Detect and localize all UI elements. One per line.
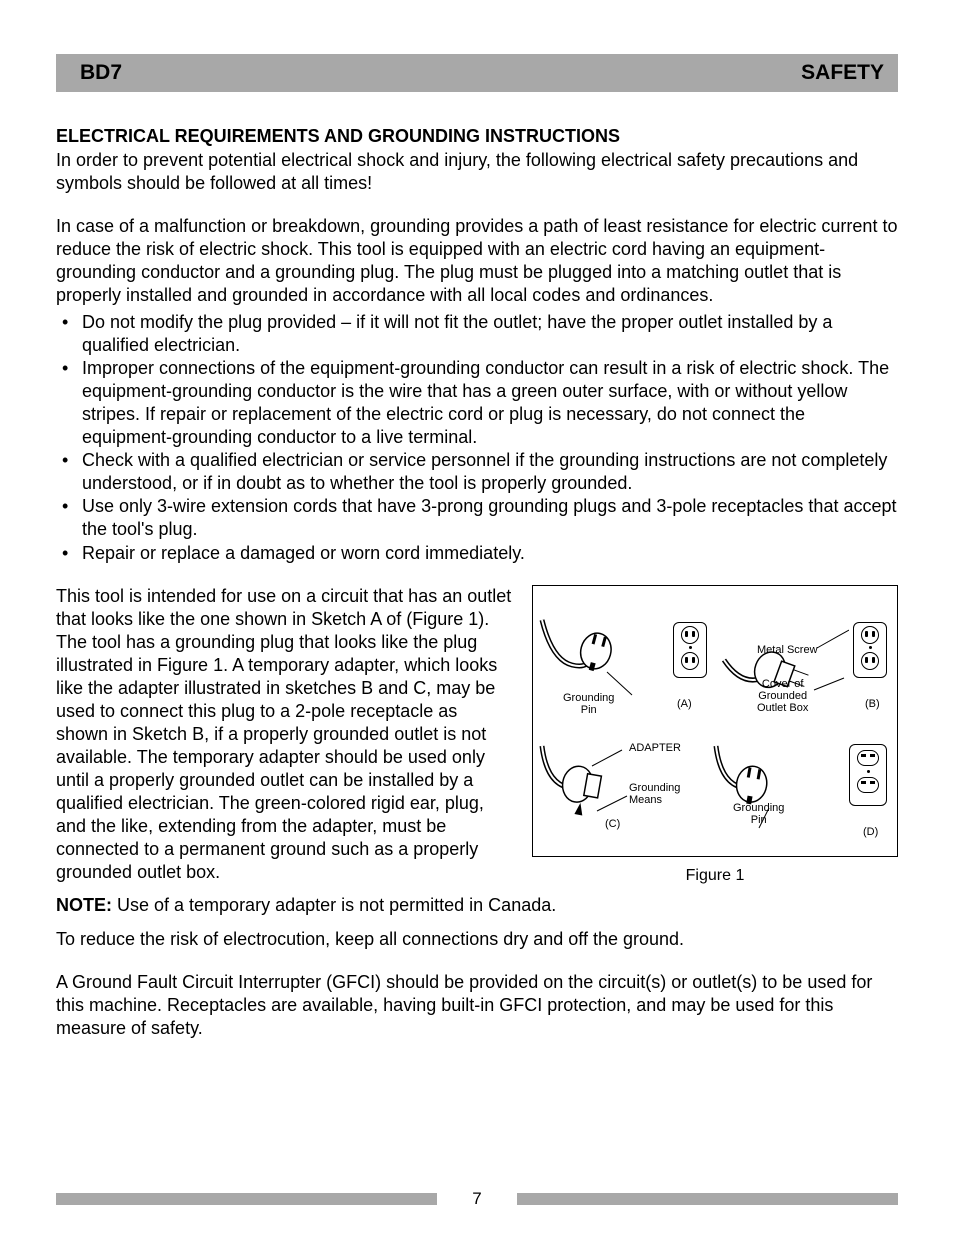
label-a: (A) bbox=[677, 698, 692, 710]
label-adapter: ADAPTER bbox=[629, 742, 681, 754]
page-footer: 7 bbox=[56, 1189, 898, 1209]
plug-d-icon bbox=[711, 736, 841, 846]
bullet-item: Use only 3-wire extension cords that hav… bbox=[56, 495, 898, 541]
label-metal-screw: Metal Screw bbox=[757, 644, 818, 656]
label-grounding-means: Grounding Means bbox=[629, 782, 680, 806]
receptacle-d-icon bbox=[849, 744, 887, 806]
receptacle-a-icon bbox=[673, 622, 707, 678]
gfci-paragraph: A Ground Fault Circuit Interrupter (GFCI… bbox=[56, 971, 898, 1040]
intro-paragraph: In order to prevent potential electrical… bbox=[56, 149, 898, 195]
safety-bullet-list: Do not modify the plug provided – if it … bbox=[56, 311, 898, 564]
header-section: SAFETY bbox=[801, 61, 884, 85]
bullet-item: Improper connections of the equipment-gr… bbox=[56, 357, 898, 449]
header-bar: BD7 SAFETY bbox=[56, 54, 898, 92]
bullet-item: Check with a qualified electrician or se… bbox=[56, 449, 898, 495]
bullet-item: Repair or replace a damaged or worn cord… bbox=[56, 542, 898, 565]
figure-1-diagram: Grounding Pin (A) bbox=[532, 585, 898, 857]
label-grounding-pin-a: Grounding Pin bbox=[563, 692, 614, 716]
header-model: BD7 bbox=[80, 61, 122, 85]
label-b: (B) bbox=[865, 698, 880, 710]
grounding-paragraph: In case of a malfunction or breakdown, g… bbox=[56, 215, 898, 307]
footer-bar-right bbox=[517, 1193, 898, 1205]
receptacle-b-icon bbox=[853, 622, 887, 678]
manual-page: BD7 SAFETY ELECTRICAL REQUIREMENTS AND G… bbox=[0, 0, 954, 1235]
label-cover: Cover of Grounded Outlet Box bbox=[757, 678, 808, 714]
section-title: ELECTRICAL REQUIREMENTS AND GROUNDING IN… bbox=[56, 126, 898, 147]
note-text: Use of a temporary adapter is not permit… bbox=[112, 895, 556, 915]
bullet-item: Do not modify the plug provided – if it … bbox=[56, 311, 898, 357]
label-c: (C) bbox=[605, 818, 620, 830]
footer-bar-left bbox=[56, 1193, 437, 1205]
circuit-paragraph: This tool is intended for use on a circu… bbox=[56, 585, 514, 884]
page-number: 7 bbox=[437, 1189, 517, 1209]
note-label: NOTE: bbox=[56, 895, 112, 915]
label-grounding-pin-d: Grounding Pin bbox=[733, 802, 784, 826]
label-d: (D) bbox=[863, 826, 878, 838]
electrocution-paragraph: To reduce the risk of electrocution, kee… bbox=[56, 928, 898, 951]
figure-caption: Figure 1 bbox=[532, 867, 898, 885]
note-line: NOTE: Use of a temporary adapter is not … bbox=[56, 895, 898, 916]
